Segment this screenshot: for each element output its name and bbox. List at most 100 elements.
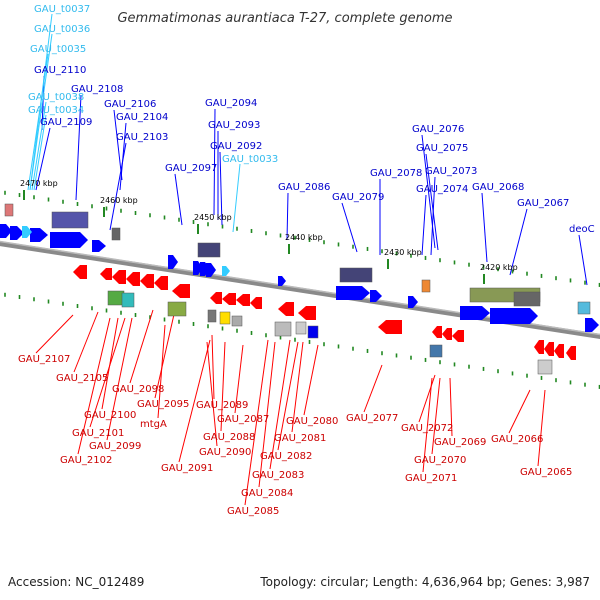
reverse-gene-label: GAU_2082 <box>260 451 312 462</box>
leader-line-reverse <box>73 311 99 373</box>
reverse-gene-arrow <box>432 326 442 338</box>
cog-feature-box <box>4 203 14 217</box>
leader-line <box>430 176 436 256</box>
forward-gene-label: GAU_2097 <box>165 163 217 174</box>
reverse-gene-label: GAU_2072 <box>401 423 453 434</box>
forward-gene-arrow <box>206 263 216 277</box>
forward-gene-label: GAU_2109 <box>40 117 92 128</box>
reverse-gene-arrow <box>112 270 126 284</box>
leader-line-reverse <box>106 317 133 441</box>
forward-gene-label: GAU_2086 <box>278 182 330 193</box>
map-title: Gemmatimonas aurantiaca T-27, complete g… <box>117 11 452 26</box>
reverse-gene-arrow <box>278 302 294 316</box>
leader-line-reverse <box>537 389 546 467</box>
reverse-gene-arrow <box>100 268 112 280</box>
leader-line <box>219 151 223 226</box>
leader-line-trna <box>31 101 47 191</box>
leader-line-reverse <box>178 339 211 463</box>
leader-line-reverse <box>206 341 218 447</box>
forward-gene-label: GAU_2103 <box>116 132 168 143</box>
leader-line-reverse <box>157 324 166 419</box>
scale-label: 2470 kbp <box>20 179 58 188</box>
leader-line-reverse <box>291 341 304 433</box>
cog-feature-box <box>121 292 135 308</box>
scale-label: 2460 kbp <box>100 196 138 205</box>
reverse-gene-arrow <box>140 274 154 288</box>
scale-label: 2430 kbp <box>384 248 422 257</box>
forward-gene-label: GAU_2079 <box>332 192 384 203</box>
forward-gene-label: GAU_2093 <box>208 120 260 131</box>
reverse-gene-label: GAU_2071 <box>405 473 457 484</box>
leader-line <box>35 127 51 191</box>
reverse-gene-arrow <box>250 297 262 309</box>
reverse-gene-label: GAU_2080 <box>286 416 338 427</box>
forward-gene-arrow <box>370 290 382 302</box>
leader-line-reverse <box>449 377 453 437</box>
leader-line <box>113 109 123 181</box>
leader-line-reverse <box>234 344 244 414</box>
forward-gene-arrow <box>0 224 12 238</box>
trna-gene-arrow <box>222 266 230 276</box>
cog-feature-box <box>513 291 541 307</box>
leader-line <box>341 202 358 253</box>
genome-backbone <box>0 241 600 339</box>
cog-feature-box <box>421 279 431 293</box>
leader-line <box>578 234 588 286</box>
reverse-gene-label: GAU_2099 <box>89 441 141 452</box>
leader-line <box>509 208 528 276</box>
leader-line-reverse <box>77 317 111 455</box>
scale-label: 2450 kbp <box>194 213 232 222</box>
forward-gene-arrow <box>30 228 48 242</box>
trna-gene-label: GAU_t0038 <box>28 92 84 103</box>
leader-line-trna <box>27 53 49 191</box>
reverse-gene-label: GAU_2101 <box>72 428 124 439</box>
cog-feature-box <box>167 301 187 317</box>
scale-labels: 2470 kbp 2460 kbp 2450 kbp 2440 kbp 2430 kbp… <box>20 179 518 272</box>
reverse-gene-label: GAU_2087 <box>217 414 269 425</box>
forward-gene-label: GAU_2106 <box>104 99 156 110</box>
cog-feature-box <box>111 227 121 241</box>
reverse-gene-arrow <box>544 342 554 356</box>
cog-feature-box <box>274 321 292 337</box>
forward-gene-arrow <box>336 286 370 300</box>
leader-line <box>421 134 436 249</box>
forward-gene-arrow <box>10 226 24 240</box>
leader-line <box>425 153 439 251</box>
leader-line-trna <box>33 114 47 191</box>
label-lines <box>27 13 588 506</box>
leader-line <box>174 173 183 226</box>
reverse-gene-label: GAU_2090 <box>199 447 251 458</box>
forward-gene-label: GAU_2094 <box>205 98 257 109</box>
leader-line-reverse <box>422 377 433 473</box>
reverse-gene-arrow <box>566 346 576 360</box>
trna-gene-label: GAU_t0037 <box>34 4 90 15</box>
forward-gene-label: GAU_2074 <box>416 184 468 195</box>
reverse-gene-label: GAU_2107 <box>18 354 70 365</box>
leader-line <box>286 192 289 241</box>
genome-summary-text: Topology: circular; Length: 4,636,964 bp… <box>259 575 590 589</box>
reverse-gene-arrow <box>210 292 222 304</box>
cog-feature-box <box>295 321 307 335</box>
forward-gene-arrow <box>460 306 490 320</box>
reverse-gene-arrow <box>73 265 87 279</box>
reverse-gene-label: GAU_2095 <box>137 399 189 410</box>
leader-line <box>213 108 216 216</box>
cog-feature-box <box>339 267 373 283</box>
trna-gene-label: GAU_t0035 <box>30 44 86 55</box>
forward-gene-label: GAU_2076 <box>412 124 464 135</box>
forward-gene-arrow <box>408 296 418 308</box>
leader-line <box>119 122 127 191</box>
leader-line-reverse <box>35 314 74 354</box>
leader-line <box>481 192 488 263</box>
reverse-gene-label: GAU_2100 <box>84 410 136 421</box>
scale-ticks <box>4 190 600 389</box>
cog-feature-box <box>207 309 217 323</box>
reverse-gene-label: GAU_2066 <box>491 434 543 445</box>
reverse-gene-label: GAU_2081 <box>274 433 326 444</box>
reverse-gene-arrow <box>126 272 140 286</box>
gene-features <box>0 203 599 375</box>
leader-line <box>109 142 127 231</box>
scale-label: 2440 kbp <box>285 233 323 242</box>
trna-gene-label: GAU_t0033 <box>222 154 278 165</box>
